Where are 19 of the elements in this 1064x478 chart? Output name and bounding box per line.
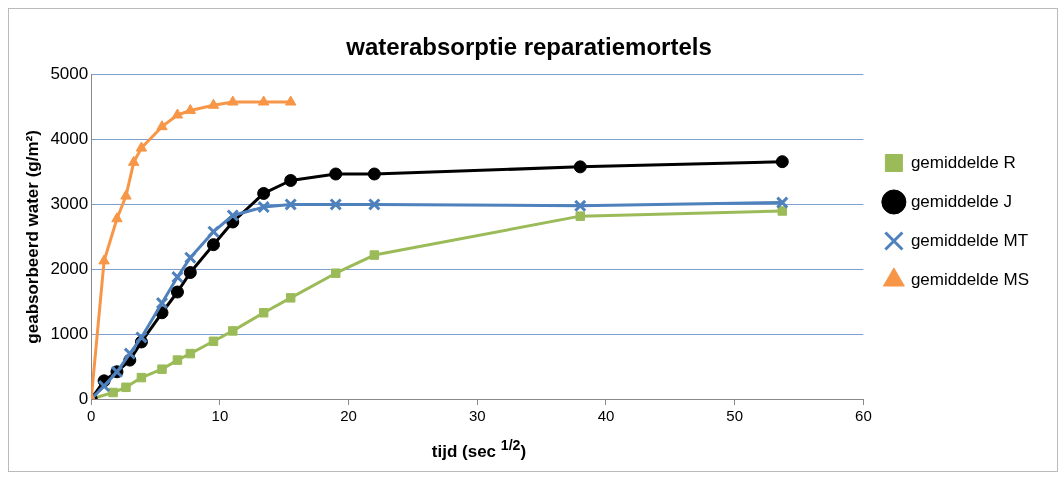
chart-title: waterabsorptie reparatiemortels	[345, 33, 712, 61]
x-tick-label: 60	[855, 407, 872, 425]
legend-label: gemiddelde MS	[910, 269, 1029, 289]
legend-label: gemiddelde R	[910, 152, 1016, 172]
y-axis-title: geabsorbeerd water (g/m²)	[22, 130, 42, 344]
x-tick-label: 20	[340, 407, 357, 425]
y-tick-label: 5000	[50, 64, 89, 84]
x-tick-label: 50	[726, 407, 744, 425]
y-tick-label: 1000	[50, 323, 89, 343]
y-tick-label: 4000	[50, 129, 89, 149]
x-tick-label: 40	[597, 407, 615, 425]
y-tick-label: 3000	[50, 194, 89, 214]
legend-label: gemiddelde MT	[910, 230, 1029, 250]
x-axis-title: tijd (sec $^{1/2}$)	[430, 437, 528, 462]
x-tick-label: 30	[468, 407, 486, 425]
y-tick-label: 2000	[50, 259, 89, 279]
y-tick-label: 0	[78, 388, 89, 408]
x-tick-label: 10	[211, 407, 229, 425]
legend-label: gemiddelde J	[910, 191, 1012, 211]
